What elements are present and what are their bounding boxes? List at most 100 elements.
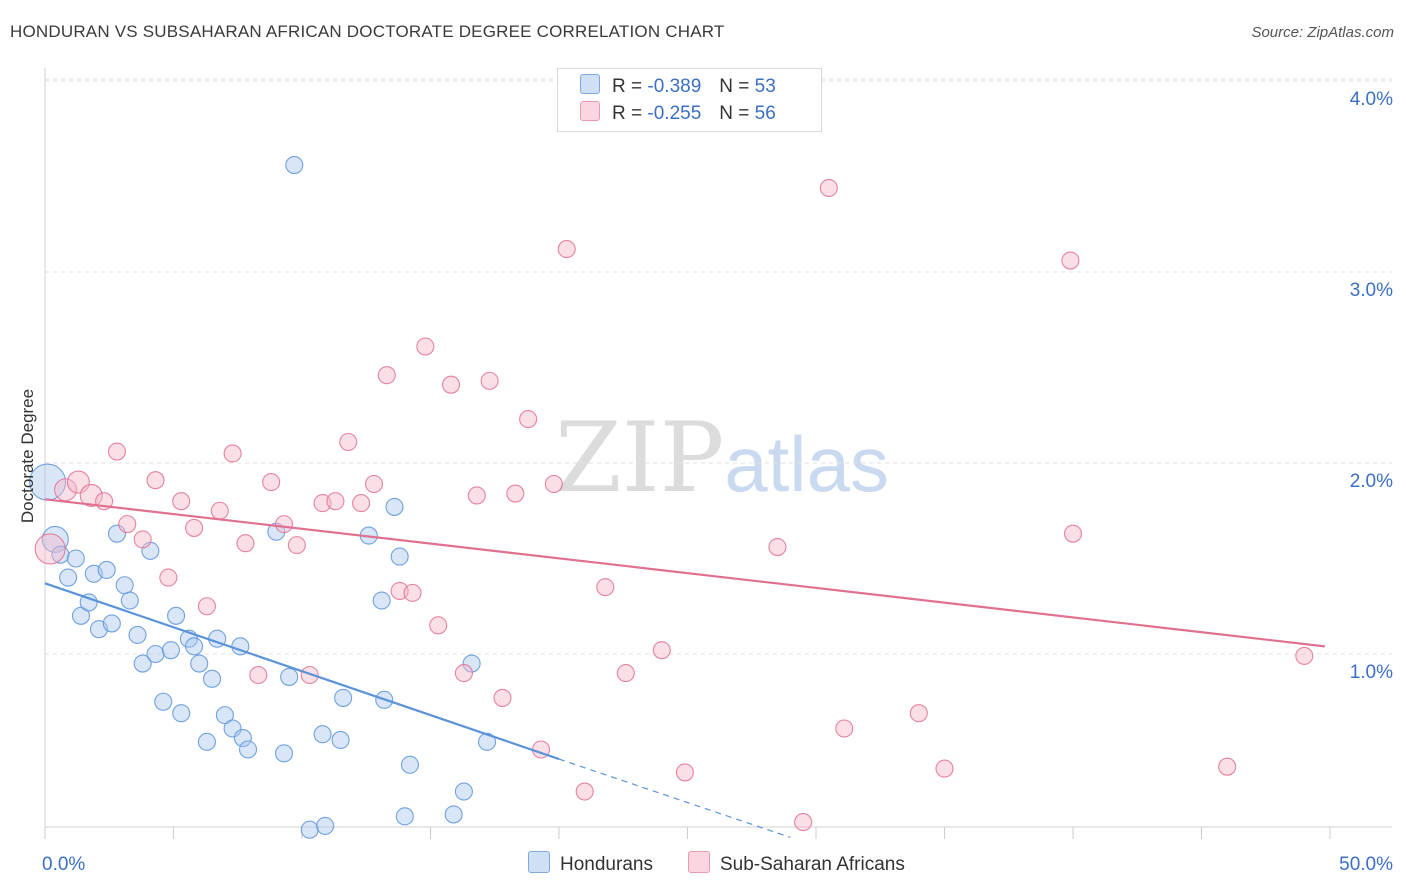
point-subsaharan-25 bbox=[364, 474, 384, 494]
point-honduran-45 bbox=[385, 497, 404, 516]
point-honduran-31 bbox=[233, 728, 252, 748]
bottom-legend-label-subsaharan: Sub-Saharan Africans bbox=[720, 854, 905, 875]
point-subsaharan-54 bbox=[1218, 757, 1237, 776]
point-subsaharan-31 bbox=[442, 375, 461, 394]
point-subsaharan-17 bbox=[262, 473, 281, 492]
chart-title: HONDURAN VS SUBSAHARAN AFRICAN DOCTORATE… bbox=[10, 22, 725, 41]
point-subsaharan-47 bbox=[794, 813, 813, 832]
point-subsaharan-22 bbox=[326, 492, 345, 511]
point-subsaharan-48 bbox=[819, 178, 838, 198]
point-subsaharan-5 bbox=[107, 442, 127, 461]
point-subsaharan-28 bbox=[403, 583, 422, 602]
point-honduran-3 bbox=[66, 549, 85, 568]
point-subsaharan-7 bbox=[133, 530, 152, 549]
point-subsaharan-35 bbox=[493, 688, 512, 707]
point-honduran-18 bbox=[154, 692, 173, 711]
legend-r-label: R = bbox=[612, 103, 643, 124]
point-honduran-50 bbox=[454, 782, 473, 801]
x-tick-label-min: 0.0% bbox=[42, 854, 85, 875]
point-honduran-28 bbox=[215, 706, 234, 725]
point-subsaharan-51 bbox=[935, 759, 954, 778]
point-honduran-37 bbox=[300, 820, 319, 839]
watermark: ZIPatlas bbox=[555, 402, 889, 514]
legend-row-subsaharan: R = -0.255 N = 56 bbox=[580, 101, 776, 127]
point-subsaharan-50 bbox=[909, 704, 928, 723]
point-subsaharan-12 bbox=[197, 597, 216, 616]
point-subsaharan-0 bbox=[34, 533, 66, 565]
point-subsaharan-16 bbox=[249, 665, 268, 685]
point-honduran-51 bbox=[462, 654, 481, 673]
legend-n-label: N = bbox=[719, 76, 750, 97]
point-subsaharan-30 bbox=[429, 616, 448, 635]
legend-r-label: R = bbox=[612, 76, 643, 97]
point-subsaharan-39 bbox=[544, 474, 563, 494]
point-honduran-36 bbox=[285, 155, 304, 175]
legend-swatch-subsaharan bbox=[580, 101, 600, 121]
point-honduran-32 bbox=[238, 740, 258, 759]
point-honduran-47 bbox=[395, 807, 414, 826]
point-honduran-21 bbox=[172, 704, 191, 723]
point-subsaharan-36 bbox=[506, 484, 525, 503]
trend-line-dashed-honduran bbox=[558, 758, 791, 838]
point-honduran-4 bbox=[59, 568, 78, 587]
point-subsaharan-23 bbox=[339, 432, 358, 452]
point-subsaharan-9 bbox=[159, 568, 178, 587]
point-subsaharan-46 bbox=[768, 537, 787, 557]
point-honduran-40 bbox=[331, 730, 350, 750]
point-subsaharan-20 bbox=[300, 665, 319, 685]
legend-swatch-hondurans bbox=[580, 74, 600, 94]
x-tick-label-max: 50.0% bbox=[1339, 854, 1393, 875]
point-subsaharan-14 bbox=[223, 444, 242, 463]
bottom-legend-subsaharan: Sub-Saharan Africans bbox=[688, 851, 905, 877]
point-subsaharan-10 bbox=[172, 492, 191, 511]
point-honduran-24 bbox=[190, 654, 209, 673]
point-subsaharan-37 bbox=[519, 410, 538, 429]
point-honduran-46 bbox=[390, 547, 409, 566]
point-subsaharan-43 bbox=[616, 664, 635, 683]
point-subsaharan-40 bbox=[557, 240, 576, 259]
legend-r-value-hondurans: -0.389 bbox=[647, 76, 702, 97]
point-honduran-23 bbox=[185, 637, 204, 656]
point-honduran-35 bbox=[280, 667, 299, 686]
point-subsaharan-29 bbox=[416, 337, 435, 356]
point-honduran-20 bbox=[167, 606, 186, 625]
point-subsaharan-32 bbox=[454, 664, 473, 683]
point-honduran-34 bbox=[274, 744, 294, 763]
point-subsaharan-45 bbox=[675, 763, 694, 782]
point-subsaharan-24 bbox=[352, 494, 371, 513]
point-subsaharan-6 bbox=[118, 515, 137, 534]
point-honduran-5 bbox=[71, 606, 91, 625]
point-honduran-15 bbox=[133, 654, 152, 673]
trend-line-subsaharan bbox=[44, 498, 1325, 648]
point-subsaharan-18 bbox=[274, 515, 294, 534]
bottom-legend-swatch-hondurans bbox=[528, 851, 550, 873]
point-subsaharan-44 bbox=[652, 641, 671, 660]
point-honduran-26 bbox=[203, 669, 222, 688]
stats-legend: R = -0.389 N = 53 R = -0.255 N = 56 bbox=[557, 68, 822, 132]
y-axis-label: Doctorate Degree bbox=[18, 388, 37, 524]
y-tick-label-1: 2.0% bbox=[1350, 471, 1393, 492]
watermark-zip: ZIP bbox=[555, 402, 725, 514]
legend-r-value-subsaharan: -0.255 bbox=[647, 103, 702, 124]
point-subsaharan-3 bbox=[79, 483, 103, 508]
legend-n-value-hondurans: 53 bbox=[754, 76, 776, 97]
y-tick-label-0: 1.0% bbox=[1350, 662, 1393, 683]
legend-n-label: N = bbox=[719, 103, 750, 124]
source-label: Source: ZipAtlas.com bbox=[1251, 24, 1394, 41]
point-honduran-14 bbox=[128, 625, 147, 644]
point-honduran-6 bbox=[79, 593, 98, 612]
point-honduran-43 bbox=[372, 591, 391, 610]
bottom-legend-label-hondurans: Hondurans bbox=[560, 854, 653, 875]
point-honduran-10 bbox=[102, 614, 121, 633]
point-subsaharan-53 bbox=[1063, 524, 1083, 543]
bottom-legend-hondurans: Hondurans bbox=[528, 851, 653, 877]
point-subsaharan-15 bbox=[236, 534, 255, 553]
legend-row-hondurans: R = -0.389 N = 53 bbox=[580, 74, 776, 100]
point-honduran-38 bbox=[313, 725, 332, 744]
point-subsaharan-33 bbox=[467, 486, 486, 505]
point-subsaharan-34 bbox=[480, 371, 499, 390]
y-tick-label-3: 4.0% bbox=[1350, 89, 1393, 110]
point-honduran-12 bbox=[115, 576, 134, 595]
bottom-legend-swatch-subsaharan bbox=[688, 851, 710, 873]
